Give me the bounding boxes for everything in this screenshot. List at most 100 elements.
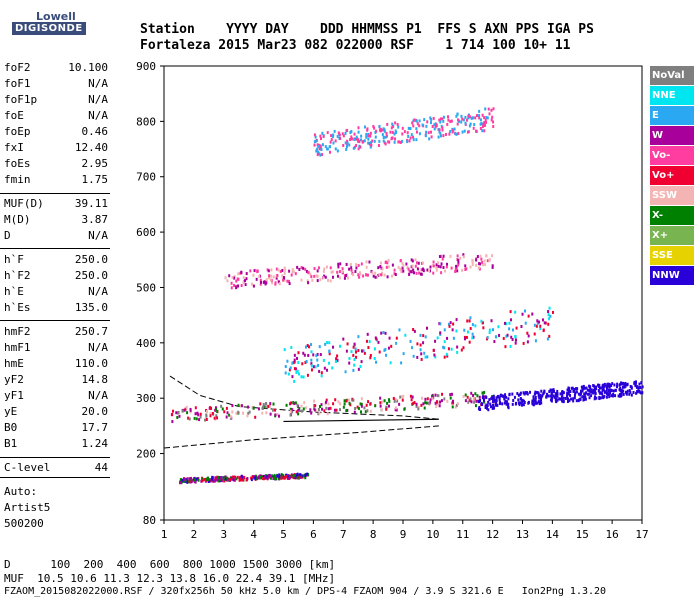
echo-point	[267, 405, 270, 409]
echo-point	[320, 371, 323, 375]
echo-point	[482, 326, 485, 330]
echo-point	[471, 262, 474, 266]
echo-point	[426, 268, 429, 272]
echo-point	[420, 357, 423, 361]
echo-point	[316, 358, 319, 362]
echo-point	[324, 342, 327, 346]
echo-point	[348, 401, 351, 405]
echo-point	[457, 131, 460, 135]
header-values: Fortaleza 2015 Mar23 082 022000 RSF 1 71…	[140, 38, 571, 53]
echo-point	[290, 346, 293, 350]
echo-point	[518, 401, 521, 405]
echo-point	[291, 375, 294, 379]
echo-point	[448, 324, 451, 328]
echo-point	[332, 345, 335, 349]
echo-point	[450, 266, 453, 270]
echo-point	[559, 397, 562, 401]
echo-point	[449, 321, 452, 325]
echo-point	[408, 139, 411, 143]
echo-point	[443, 355, 446, 359]
echo-point	[511, 392, 514, 396]
echo-point	[209, 414, 212, 418]
echo-point	[470, 400, 473, 404]
echo-point	[561, 390, 564, 394]
echo-point	[435, 263, 438, 267]
echo-point	[179, 478, 182, 482]
echo-point	[230, 281, 233, 285]
echo-point	[234, 475, 237, 479]
echo-point	[346, 408, 349, 412]
echo-point	[316, 352, 319, 356]
echo-point	[531, 399, 534, 403]
echo-point	[435, 268, 438, 272]
echo-point	[341, 267, 344, 271]
echo-point	[339, 137, 342, 141]
param-hf2: h`F2 250.0	[4, 268, 108, 284]
echo-point	[484, 404, 487, 408]
echo-point	[552, 388, 555, 392]
echo-point	[329, 150, 332, 154]
echo-point	[274, 408, 277, 412]
echo-point	[455, 265, 458, 269]
echo-point	[429, 398, 432, 402]
echo-point	[286, 359, 289, 363]
echo-point	[379, 396, 382, 400]
echo-point	[381, 128, 384, 132]
echo-point	[336, 274, 339, 278]
echo-point	[441, 392, 444, 396]
echo-point	[327, 278, 330, 282]
echo-point	[467, 114, 470, 118]
echo-point	[352, 368, 355, 372]
echo-point	[363, 139, 366, 143]
echo-point	[235, 279, 238, 283]
echo-point	[440, 271, 443, 275]
param-name: hmF2	[4, 325, 31, 338]
echo-point	[552, 310, 555, 314]
echo-point	[539, 327, 542, 331]
echo-point	[264, 402, 267, 406]
echo-point	[187, 416, 190, 420]
echo-point	[348, 356, 351, 360]
echo-point	[538, 320, 541, 324]
echo-point	[237, 277, 240, 281]
echo-point	[346, 342, 349, 346]
echo-point	[520, 401, 523, 405]
echo-point	[442, 345, 445, 349]
echo-point	[534, 399, 537, 403]
echo-point	[464, 121, 467, 125]
echo-point	[274, 413, 277, 417]
echo-point	[419, 348, 422, 352]
echo-point	[320, 148, 323, 152]
trace-spread-f	[283, 306, 555, 383]
echo-point	[593, 386, 596, 390]
echo-point	[616, 385, 619, 389]
param-name: yE	[4, 405, 18, 418]
echo-point	[513, 395, 516, 399]
echo-point	[461, 268, 464, 272]
echo-point	[435, 266, 438, 270]
echo-point	[472, 335, 475, 339]
echo-point	[255, 476, 258, 480]
echo-point	[288, 282, 291, 286]
x-tick-label: 5	[280, 528, 287, 541]
echo-point	[357, 273, 360, 277]
echo-point	[464, 337, 467, 341]
echo-point	[572, 389, 575, 393]
echo-point	[483, 395, 486, 399]
echo-point	[479, 254, 482, 258]
echo-point	[262, 402, 265, 406]
echo-point	[210, 406, 213, 410]
echo-point	[531, 312, 534, 316]
echo-point	[289, 407, 292, 411]
echo-point	[429, 130, 432, 134]
legend-item-w: W	[650, 126, 694, 145]
echo-point	[391, 122, 394, 126]
echo-point	[352, 353, 355, 357]
echo-point	[350, 135, 353, 139]
echo-point	[427, 401, 430, 405]
echo-point	[429, 121, 432, 125]
echo-point	[409, 339, 412, 343]
echo-point	[245, 272, 248, 276]
echo-point	[381, 400, 384, 404]
echo-point	[554, 394, 557, 398]
